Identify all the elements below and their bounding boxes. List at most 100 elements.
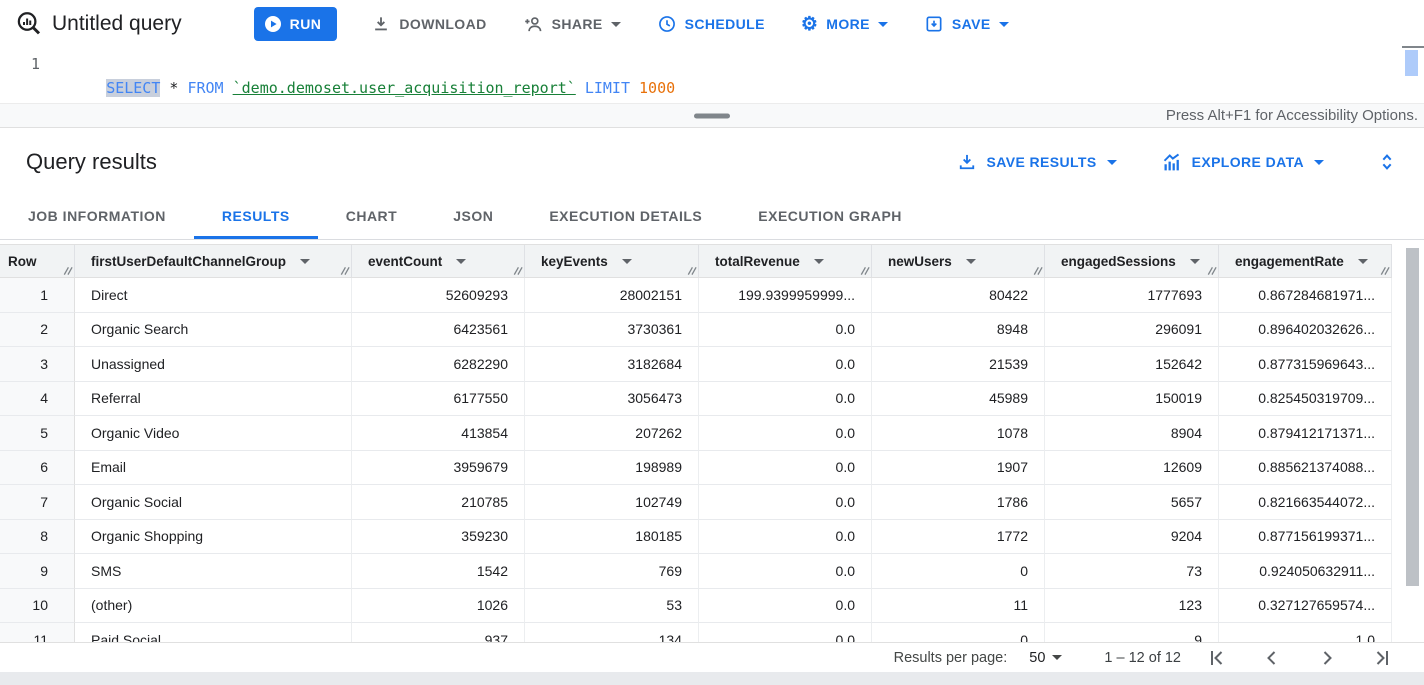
row-number-cell: 7	[0, 485, 75, 520]
previous-page-button[interactable]	[1260, 646, 1284, 670]
data-cell: 0.885621374088...	[1219, 450, 1392, 485]
splitter-drag-handle[interactable]	[694, 113, 730, 118]
data-cell: 769	[525, 554, 699, 589]
column-menu-arrow-icon[interactable]	[965, 258, 976, 264]
data-cell: Organic Shopping	[75, 519, 352, 554]
column-menu-arrow-icon[interactable]	[813, 258, 824, 264]
column-resize-grip[interactable]	[62, 265, 73, 276]
column-label: engagedSessions	[1061, 253, 1176, 269]
column-label: engagementRate	[1235, 253, 1344, 269]
save-button[interactable]: SAVE	[924, 14, 1009, 34]
query-results-header: Query results SAVE RESULTS EXPLORE DATA	[0, 128, 1424, 196]
data-cell: 0.825450319709...	[1219, 381, 1392, 416]
tab-chart[interactable]: CHART	[345, 208, 398, 224]
editor-results-splitter: Press Alt+F1 for Accessibility Options.	[0, 103, 1424, 128]
data-cell: 8948	[872, 312, 1045, 347]
query-title: Untitled query	[52, 12, 182, 35]
data-cell: 102749	[525, 485, 699, 520]
data-cell: 1786	[872, 485, 1045, 520]
column-menu-arrow-icon[interactable]	[1189, 258, 1200, 264]
column-resize-grip[interactable]	[512, 265, 523, 276]
data-cell: 207262	[525, 416, 699, 451]
column-menu-arrow-icon[interactable]	[1357, 258, 1368, 264]
table-row: 2 Organic Search 6423561 3730361 0.0 8948 2960…	[0, 312, 1392, 347]
column-resize-grip[interactable]	[339, 265, 350, 276]
explore-data-label: EXPLORE DATA	[1191, 154, 1304, 170]
data-cell: Referral	[75, 381, 352, 416]
data-cell: Organic Search	[75, 312, 352, 347]
column-resize-grip[interactable]	[859, 265, 870, 276]
schedule-button[interactable]: SCHEDULE	[657, 14, 765, 34]
tab-execution-details[interactable]: EXECUTION DETAILS	[549, 208, 703, 224]
more-button[interactable]: ⚙ MORE	[801, 15, 888, 34]
sql-editor[interactable]: 1 SELECT * FROM `demo.demoset.user_acqui…	[0, 46, 1424, 103]
column-label: Row	[8, 253, 37, 269]
chevron-down-icon	[1314, 159, 1324, 165]
data-cell: 1542	[352, 554, 525, 589]
last-page-button[interactable]	[1370, 646, 1394, 670]
column-header-eventCount[interactable]: eventCount	[352, 245, 525, 277]
table-vertical-scrollbar[interactable]	[1406, 248, 1419, 586]
data-cell: 0.0	[699, 312, 872, 347]
column-header-Row[interactable]: Row	[0, 245, 75, 277]
sql-token-from: FROM	[187, 79, 224, 97]
collapse-results-button[interactable]	[1376, 151, 1398, 173]
tab-execution-graph[interactable]: EXECUTION GRAPH	[758, 208, 902, 224]
column-header-firstUserDefaultChannelGroup[interactable]: firstUserDefaultChannelGroup	[75, 245, 352, 277]
row-number-cell: 9	[0, 554, 75, 589]
save-icon	[926, 16, 942, 32]
download-button[interactable]: DOWNLOAD	[371, 14, 486, 34]
data-cell: 0.0	[699, 416, 872, 451]
data-cell: 198989	[525, 450, 699, 485]
save-results-button[interactable]: SAVE RESULTS	[957, 152, 1117, 172]
data-cell: SMS	[75, 554, 352, 589]
horizontal-scrollbar-track[interactable]	[0, 672, 1424, 685]
column-label: firstUserDefaultChannelGroup	[91, 253, 287, 269]
data-cell: 0.0	[699, 450, 872, 485]
column-resize-grip[interactable]	[1032, 265, 1043, 276]
data-cell: 1026	[352, 588, 525, 623]
next-page-button[interactable]	[1315, 646, 1339, 670]
results-tabbar: JOB INFORMATION RESULTS CHART JSON EXECUTION…	[0, 196, 1424, 240]
page-size-select[interactable]: 50	[1029, 650, 1063, 666]
play-icon	[264, 16, 281, 32]
column-header-engagedSessions[interactable]: engagedSessions	[1045, 245, 1219, 277]
table-header-row: Row firstUserDefaultChannelGroup eventCoun…	[0, 244, 1392, 278]
data-cell: 3730361	[525, 312, 699, 347]
column-header-keyEvents[interactable]: keyEvents	[525, 245, 699, 277]
tab-results[interactable]: RESULTS	[193, 196, 318, 239]
row-number-cell: 3	[0, 347, 75, 382]
column-menu-arrow-icon[interactable]	[300, 258, 311, 264]
data-cell: 296091	[1045, 312, 1219, 347]
save-label: SAVE	[951, 16, 991, 32]
data-cell: 0.0	[699, 623, 872, 642]
data-cell: 199.9399959999...	[699, 278, 872, 313]
tab-job-information[interactable]: JOB INFORMATION	[28, 208, 166, 224]
column-resize-grip[interactable]	[686, 265, 697, 276]
data-cell: 0.877156199371...	[1219, 519, 1392, 554]
expand-collapse-icon	[1382, 154, 1392, 170]
table-row: 4 Referral 6177550 3056473 0.0 45989 150019 0.8…	[0, 381, 1392, 416]
data-cell: 0.0	[699, 485, 872, 520]
explore-data-button[interactable]: EXPLORE DATA	[1161, 152, 1324, 173]
run-button[interactable]: RUN	[253, 7, 338, 41]
first-page-button[interactable]	[1205, 646, 1229, 670]
data-cell: 210785	[352, 485, 525, 520]
editor-scrollbar-thumb[interactable]	[1405, 50, 1418, 76]
column-header-newUsers[interactable]: newUsers	[872, 245, 1045, 277]
column-menu-arrow-icon[interactable]	[621, 258, 632, 264]
column-menu-arrow-icon[interactable]	[456, 258, 467, 264]
table-row: 3 Unassigned 6282290 3182684 0.0 21539 152642 0…	[0, 347, 1392, 382]
share-button[interactable]: SHARE	[523, 14, 621, 35]
column-resize-grip[interactable]	[1379, 265, 1390, 276]
column-header-engagementRate[interactable]: engagementRate	[1219, 245, 1392, 277]
column-header-totalRevenue[interactable]: totalRevenue	[699, 245, 872, 277]
row-number-cell: 2	[0, 312, 75, 347]
row-number-cell: 6	[0, 450, 75, 485]
tab-json[interactable]: JSON	[453, 208, 494, 224]
data-cell: 52609293	[352, 278, 525, 313]
gear-icon: ⚙	[800, 13, 819, 35]
first-page-icon	[1211, 650, 1223, 665]
column-resize-grip[interactable]	[1206, 265, 1217, 276]
table-reference-link[interactable]: `demo.demoset.user_acquisition_report`	[232, 79, 576, 97]
